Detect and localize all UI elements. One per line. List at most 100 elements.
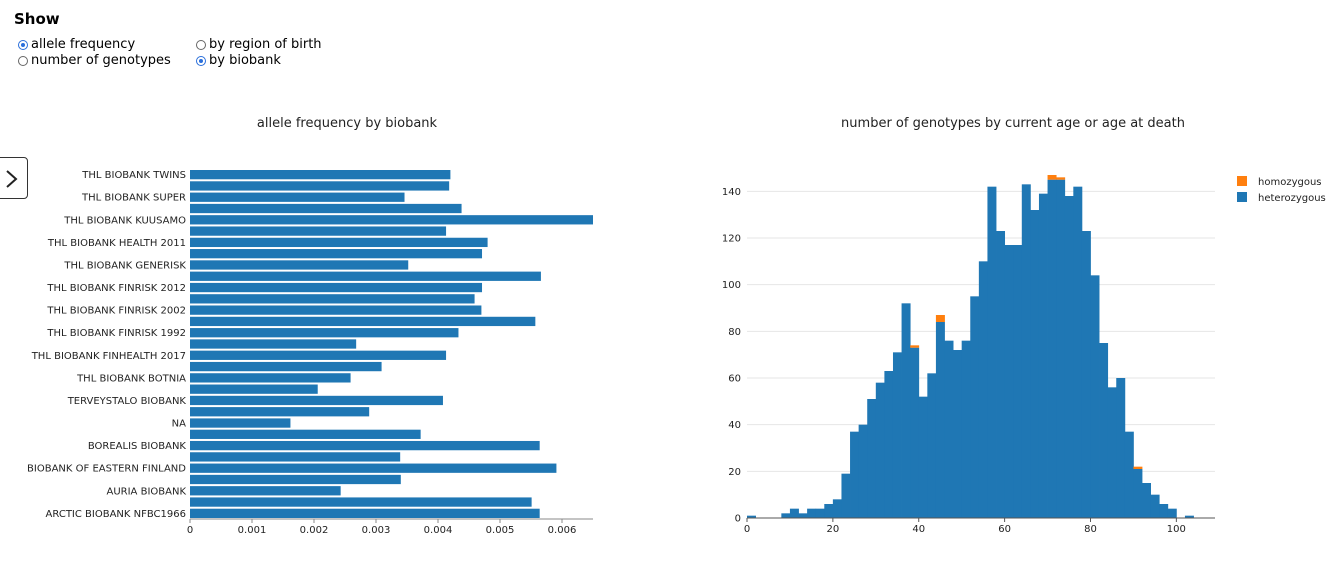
allele-frequency-chart: allele frequency by biobank THL BIOBANK … xyxy=(27,116,593,536)
y-tick-label: 140 xyxy=(722,187,741,198)
bar xyxy=(190,271,541,281)
histogram-bar-heterozygous xyxy=(781,513,791,518)
bar xyxy=(190,407,370,417)
bar xyxy=(190,237,488,248)
histogram-bar-heterozygous xyxy=(841,473,851,518)
histogram-bar-heterozygous xyxy=(1073,186,1083,518)
bar xyxy=(190,215,593,225)
by-biobank-radio[interactable]: by biobank xyxy=(196,53,281,68)
category-label: NA xyxy=(172,419,186,430)
histogram-bar-homozygous xyxy=(1056,177,1066,180)
histogram-bar-heterozygous xyxy=(875,382,885,518)
allele-frequency-radio[interactable]: allele frequency xyxy=(18,37,135,52)
histogram-bar-heterozygous xyxy=(1107,387,1117,518)
category-label: THL BIOBANK HEALTH 2011 xyxy=(47,238,186,249)
histogram-bar-heterozygous xyxy=(807,508,817,518)
histogram-bar-heterozygous xyxy=(1124,431,1134,518)
bar xyxy=(190,226,447,236)
legend-swatch xyxy=(1237,176,1247,186)
histogram-bar-heterozygous xyxy=(1047,179,1057,518)
radio-label: allele frequency xyxy=(31,37,136,52)
x-tick-label: 0.001 xyxy=(238,525,267,536)
chart-title: allele frequency by biobank xyxy=(257,116,438,131)
histogram-bar-heterozygous xyxy=(1116,378,1126,518)
histogram-bar-heterozygous xyxy=(867,399,877,518)
bar xyxy=(190,181,450,191)
histogram-bar-heterozygous xyxy=(1004,245,1014,518)
category-label: THL BIOBANK FINRISK 2012 xyxy=(46,283,186,294)
number-of-genotypes-radio[interactable]: number of genotypes xyxy=(18,53,171,68)
sidebar-expand-button[interactable] xyxy=(0,157,28,199)
y-tick-label: 120 xyxy=(722,234,741,245)
category-label: AURIA BIOBANK xyxy=(107,486,187,497)
x-tick-label: 0.002 xyxy=(300,525,329,536)
bar xyxy=(190,452,401,462)
bar xyxy=(190,384,318,394)
x-tick-label: 0.006 xyxy=(548,525,577,536)
by-region-of-birth-radio[interactable]: by region of birth xyxy=(196,37,322,52)
radio-label: number of genotypes xyxy=(31,53,171,68)
bar xyxy=(190,305,482,315)
histogram-bar-heterozygous xyxy=(944,340,954,518)
histogram-bar-heterozygous xyxy=(910,347,920,518)
y-tick-label: 40 xyxy=(728,420,741,431)
x-tick-label: 40 xyxy=(912,524,925,535)
histogram-bar-heterozygous xyxy=(901,303,911,518)
radio-label: by region of birth xyxy=(209,37,322,52)
x-tick-label: 0 xyxy=(744,524,750,535)
legend-label: heterozygous xyxy=(1258,193,1326,204)
histogram-bar-heterozygous xyxy=(815,508,825,518)
y-tick-label: 100 xyxy=(722,280,741,291)
radio-indicator xyxy=(18,39,28,50)
x-tick-label: 100 xyxy=(1167,524,1186,535)
bar xyxy=(190,440,540,451)
histogram-bar-heterozygous xyxy=(747,515,756,518)
bar xyxy=(190,192,405,202)
histogram-bar-heterozygous xyxy=(918,396,928,518)
histogram-bar-heterozygous xyxy=(1133,469,1143,518)
category-label: THL BIOBANK FINRISK 1992 xyxy=(46,328,186,339)
histogram-bar-heterozygous xyxy=(970,296,980,518)
bar xyxy=(190,418,291,428)
radio-label: by biobank xyxy=(209,53,281,68)
histogram-bar-heterozygous xyxy=(987,186,997,518)
bar xyxy=(190,350,447,360)
category-label: THL BIOBANK GENERISK xyxy=(63,260,186,271)
bar xyxy=(190,497,532,507)
category-label: BOREALIS BIOBANK xyxy=(88,441,187,452)
histogram-bar-heterozygous xyxy=(798,513,808,518)
y-tick-label: 80 xyxy=(728,327,741,338)
bar xyxy=(190,203,462,214)
histogram-bar-heterozygous xyxy=(927,373,937,518)
category-label: THL BIOBANK TWINS xyxy=(81,170,186,181)
category-label: BIOBANK OF EASTERN FINLAND xyxy=(27,464,186,475)
bar xyxy=(190,294,475,304)
histogram-bar-heterozygous xyxy=(1099,343,1109,518)
radio-indicator xyxy=(196,55,206,66)
category-label: THL BIOBANK KUUSAMO xyxy=(63,215,186,226)
histogram-bar-heterozygous xyxy=(1064,196,1074,518)
histogram-bar-heterozygous xyxy=(961,340,971,518)
category-label: ARCTIC BIOBANK NFBC1966 xyxy=(46,509,186,520)
radio-indicator xyxy=(196,39,206,50)
histogram-bar-heterozygous xyxy=(1184,515,1194,518)
x-tick-label: 0 xyxy=(187,525,193,536)
bar xyxy=(190,508,540,518)
legend-swatch xyxy=(1237,192,1247,202)
histogram-bar-heterozygous xyxy=(850,431,860,518)
histogram-bar-heterozygous xyxy=(1081,231,1091,518)
y-tick-label: 60 xyxy=(728,374,741,385)
category-label: THL BIOBANK FINHEALTH 2017 xyxy=(31,351,186,362)
histogram-bar-heterozygous xyxy=(858,424,868,518)
category-label: THL BIOBANK BOTNIA xyxy=(76,373,186,384)
histogram-bar-heterozygous xyxy=(824,504,834,518)
histogram-bar-heterozygous xyxy=(978,261,988,518)
bar xyxy=(190,395,443,406)
bar xyxy=(190,486,341,496)
histogram-bar-heterozygous xyxy=(935,322,945,518)
histogram-bar-homozygous xyxy=(1047,175,1057,180)
radio-indicator xyxy=(18,55,28,66)
bar xyxy=(190,429,421,439)
bar xyxy=(190,463,557,473)
genotype-age-chart: number of genotypes by current age or ag… xyxy=(722,116,1326,535)
